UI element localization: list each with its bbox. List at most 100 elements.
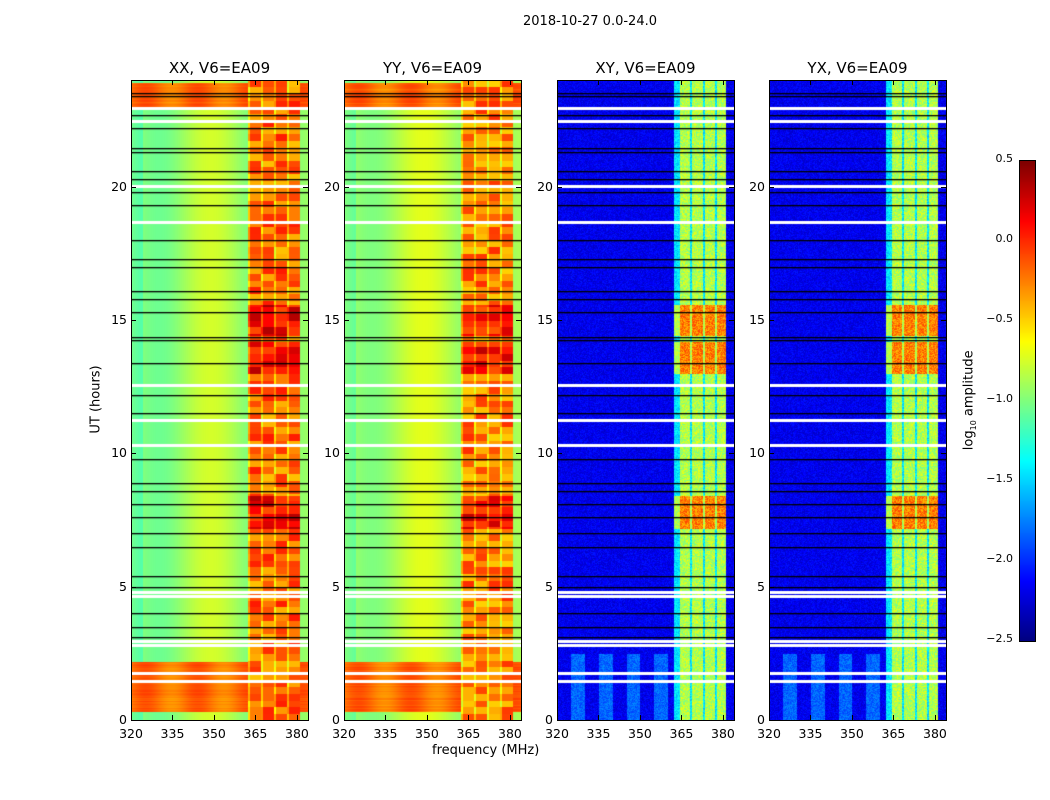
y-tick: [941, 586, 946, 588]
colorbar: [1019, 160, 1036, 642]
y-tick: [769, 320, 774, 321]
x-tick: [893, 715, 895, 720]
panel-title: XX, V6=EA09: [168, 59, 271, 77]
y-tick-label: 5: [119, 578, 127, 594]
heatmap-3: [769, 80, 946, 720]
y-tick: [344, 320, 349, 321]
y-tick: [769, 453, 774, 455]
y-tick-label: 0: [119, 712, 127, 727]
x-tick: [769, 715, 770, 720]
panel-frame: [131, 80, 309, 721]
y-tick: [557, 453, 562, 455]
x-tick: [509, 715, 511, 720]
x-tick-label: 380: [498, 726, 522, 741]
x-tick-label: 380: [711, 726, 735, 741]
x-tick: [426, 80, 428, 85]
y-tick: [729, 720, 734, 721]
y-tick-label: 5: [545, 578, 553, 594]
x-tick-label: 335: [798, 726, 823, 741]
figure-title: 2018-10-27 0.0-24.0: [523, 14, 657, 29]
panel-frame: [769, 80, 947, 721]
colorbar-tick-label: −2.5: [986, 632, 1013, 645]
y-tick: [303, 720, 308, 721]
x-tick: [255, 80, 257, 85]
y-tick-label: 10: [749, 445, 765, 461]
x-tick: [344, 80, 345, 85]
y-tick-label: 15: [324, 312, 340, 327]
y-axis-label: UT (hours): [88, 365, 104, 434]
x-tick: [131, 715, 132, 720]
y-tick: [131, 186, 136, 188]
y-tick: [557, 320, 562, 321]
x-tick-label: 320: [119, 726, 143, 741]
x-tick-label: 350: [202, 726, 226, 741]
x-tick: [934, 715, 936, 720]
y-tick: [131, 320, 136, 321]
y-tick: [516, 320, 521, 321]
x-tick: [468, 80, 470, 85]
y-tick: [729, 586, 734, 588]
panel-title: YX, V6=EA09: [807, 59, 908, 77]
y-tick: [557, 720, 562, 721]
y-tick-label: 5: [332, 578, 340, 594]
x-tick: [172, 80, 174, 85]
x-tick: [213, 715, 215, 720]
x-tick-label: 365: [243, 726, 268, 741]
x-tick: [296, 715, 298, 720]
y-tick: [941, 320, 946, 321]
colorbar-tick-label: −1.0: [986, 392, 1013, 405]
y-tick: [303, 453, 308, 455]
y-tick: [941, 720, 946, 721]
y-tick: [557, 186, 562, 188]
x-tick: [131, 80, 132, 85]
y-tick-label: 20: [537, 178, 553, 194]
x-tick-label: 320: [332, 726, 356, 741]
y-tick: [516, 586, 521, 588]
heatmap-1: [344, 80, 521, 720]
x-tick: [385, 80, 387, 85]
y-tick: [941, 453, 946, 455]
colorbar-tick-label: −2.0: [986, 552, 1013, 565]
x-tick: [851, 715, 853, 720]
x-tick: [639, 715, 641, 720]
y-tick: [344, 720, 349, 721]
y-tick: [131, 720, 136, 721]
y-tick-label: 0: [757, 712, 765, 727]
panel-frame: [344, 80, 522, 721]
colorbar-tick-label: −1.5: [986, 472, 1013, 485]
y-tick: [729, 453, 734, 455]
y-tick: [729, 320, 734, 321]
y-tick-label: 10: [111, 445, 127, 461]
x-tick-label: 380: [923, 726, 947, 741]
y-tick: [303, 186, 308, 188]
y-tick-label: 20: [324, 178, 340, 194]
y-tick-label: 15: [749, 312, 765, 327]
x-tick: [810, 715, 812, 720]
x-tick-label: 365: [881, 726, 906, 741]
x-tick: [851, 80, 853, 85]
y-tick: [941, 186, 946, 188]
x-tick: [385, 715, 387, 720]
x-tick: [598, 715, 600, 720]
x-tick: [681, 715, 683, 720]
y-tick: [131, 453, 136, 455]
x-tick: [557, 80, 558, 85]
x-tick: [722, 80, 724, 85]
y-tick: [557, 586, 562, 588]
y-tick-label: 15: [537, 312, 553, 327]
x-tick: [344, 715, 345, 720]
y-tick-label: 15: [111, 312, 127, 327]
x-tick-label: 365: [669, 726, 694, 741]
x-tick-label: 350: [840, 726, 864, 741]
y-tick-label: 10: [324, 445, 340, 461]
x-tick-label: 335: [373, 726, 398, 741]
x-tick-label: 365: [456, 726, 481, 741]
x-tick: [172, 715, 174, 720]
y-tick: [303, 320, 308, 321]
y-tick: [131, 586, 136, 588]
heatmap-0: [131, 80, 308, 720]
panel-frame: [557, 80, 735, 721]
x-tick: [426, 715, 428, 720]
y-tick-label: 5: [757, 578, 765, 594]
